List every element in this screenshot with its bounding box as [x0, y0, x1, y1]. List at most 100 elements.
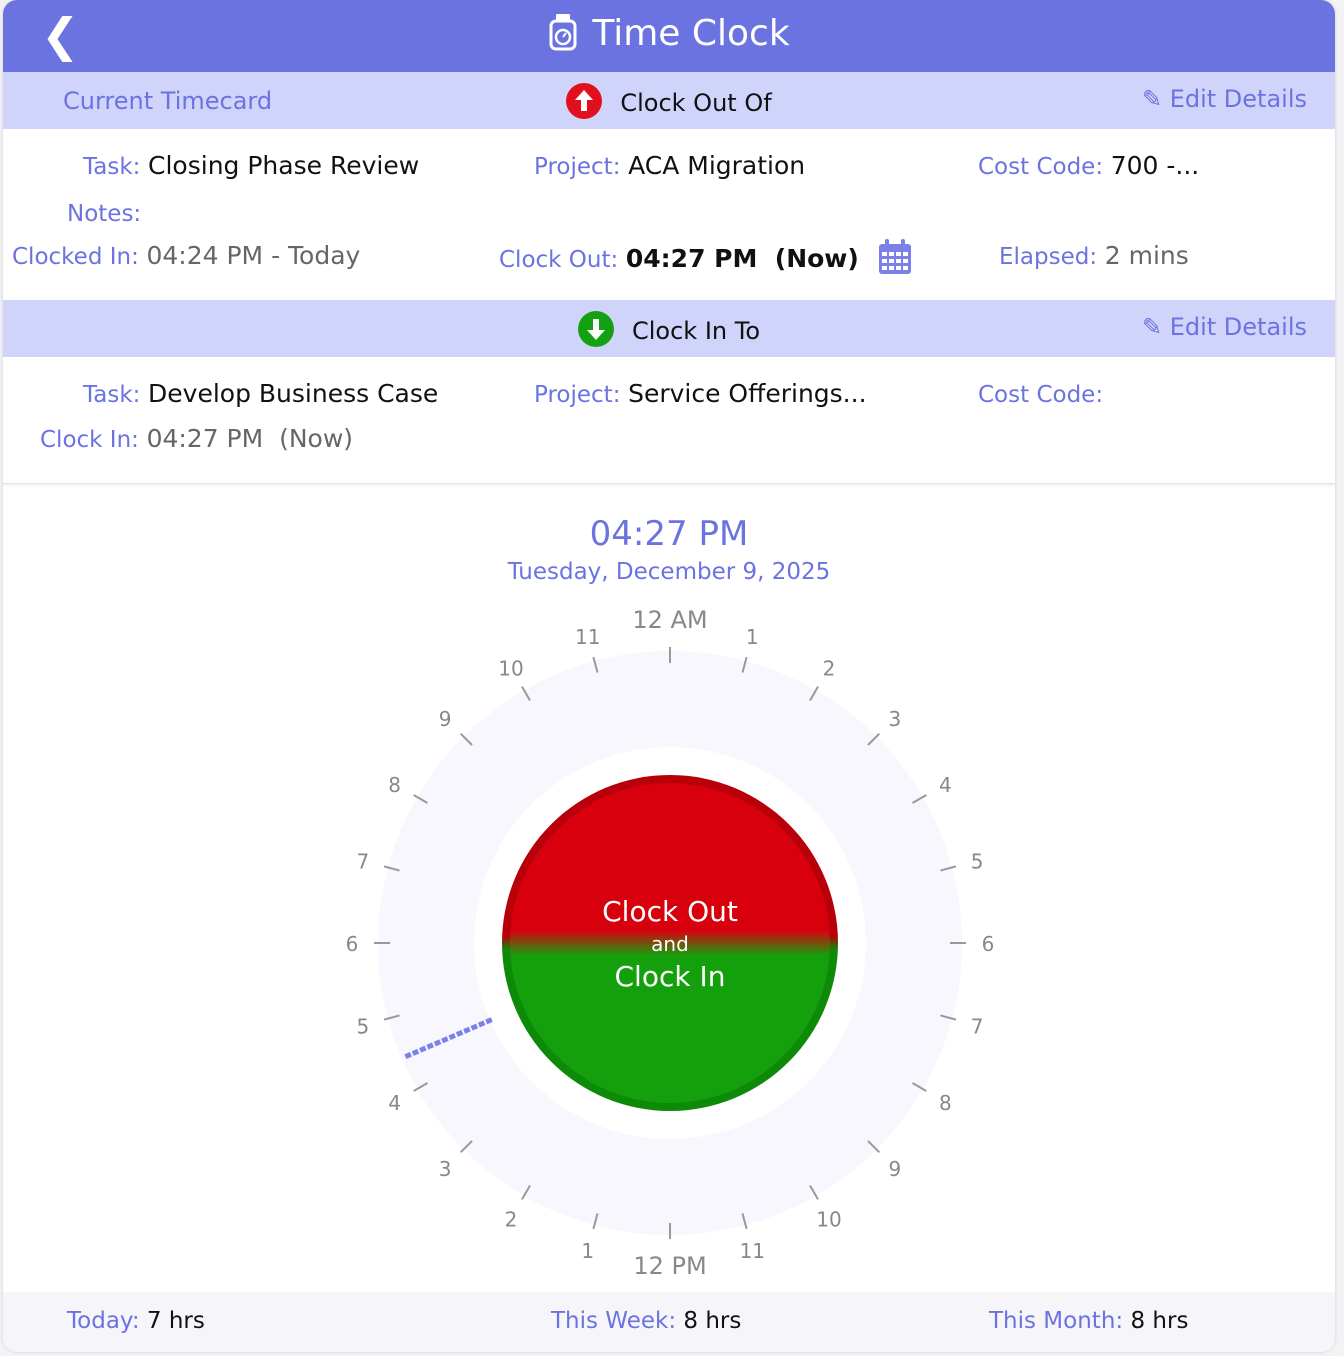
task-value: Develop Business Case: [148, 379, 439, 408]
hour-tick: [741, 1213, 748, 1230]
hour-tick: [940, 1014, 957, 1021]
month-label: This Month:: [989, 1308, 1124, 1334]
elapsed-label: Elapsed:: [999, 244, 1098, 270]
hour-label: 12 PM: [633, 1252, 706, 1280]
hour-label: 10: [816, 1207, 841, 1231]
clock-out-value: 04:27 PM (Now): [625, 244, 859, 273]
task-value: Closing Phase Review: [148, 151, 420, 180]
project-value: ACA Migration: [628, 151, 806, 180]
cost-code-label: Cost Code:: [978, 154, 1104, 180]
hour-tick: [459, 1140, 473, 1154]
hour-label: 11: [740, 1239, 765, 1263]
clock-in-label: Clock In:: [40, 427, 139, 453]
cost-code-value: 700 -...: [1110, 151, 1200, 180]
chevron-left-icon[interactable]: ❮: [41, 8, 80, 62]
edit-details-button[interactable]: ✎ Edit Details: [1142, 313, 1307, 341]
clock-out-label: Clock Out:: [499, 247, 619, 273]
hour-label: 5: [971, 850, 984, 874]
button-line-1: Clock Out: [602, 895, 738, 928]
hour-label: 4: [939, 773, 952, 797]
hour-label: 1: [581, 1239, 594, 1263]
arrow-up-circle-icon: [566, 83, 603, 119]
hour-label: 10: [498, 657, 523, 681]
hour-tick: [940, 865, 957, 872]
hour-tick: [592, 1213, 599, 1230]
clocked-in-label: Clocked In:: [12, 244, 139, 270]
clock-out-heading: Clock Out Of: [620, 89, 772, 117]
task-label: Task:: [83, 382, 141, 408]
hour-tick: [867, 1140, 881, 1154]
clock-out-details: Task: Closing Phase Review Project: ACA …: [3, 129, 1335, 300]
notes-label: Notes:: [67, 201, 142, 227]
hour-label: 11: [575, 625, 600, 649]
clock-in-value: 04:27 PM (Now): [146, 424, 354, 453]
hour-tick: [592, 656, 599, 673]
cost-code-label: Cost Code:: [978, 382, 1104, 408]
clock-dial: 12 AM 1 2 3 4 5 6 7 8 9 10 11 12 PM 1 2 3 4 5 6 7 8 9 10 11 Clo…: [346, 606, 995, 1280]
arrow-down-circle-icon: [577, 311, 614, 347]
time-clock-panel: ❮ Time Clock Current Timecard Clock Out …: [3, 0, 1335, 1352]
current-time: 04:27 PM: [589, 514, 749, 554]
task-label: Task:: [83, 154, 141, 180]
hour-label: 12 AM: [632, 606, 707, 634]
hour-label: 9: [888, 1157, 901, 1181]
clock-out-clock-in-button[interactable]: Clock Out and Clock In: [502, 775, 838, 1111]
hour-tick: [809, 686, 819, 702]
hour-label: 7: [971, 1014, 984, 1038]
hour-label: 4: [388, 1091, 401, 1115]
clocked-in-value: 04:24 PM - Today: [146, 241, 361, 270]
hour-tick: [413, 1082, 429, 1092]
stopwatch-icon: [549, 14, 577, 51]
elapsed-value: 2 mins: [1104, 241, 1189, 270]
hour-tick: [459, 732, 473, 746]
hour-tick: [383, 865, 400, 872]
hour-tick: [867, 732, 881, 746]
header: ❮ Time Clock: [3, 0, 1335, 72]
clock-in-details: Task: Develop Business Case Project: Ser…: [3, 357, 1335, 484]
hour-tick: [741, 656, 748, 673]
edit-details-label: Edit Details: [1169, 85, 1307, 113]
project-label: Project:: [534, 154, 621, 180]
today-value: 7 hrs: [146, 1308, 205, 1334]
hour-tick: [413, 794, 429, 804]
hour-label: 2: [505, 1207, 518, 1231]
week-label: This Week:: [551, 1308, 677, 1334]
project-value: Service Offerings...: [628, 379, 867, 408]
current-date: Tuesday, December 9, 2025: [507, 559, 831, 585]
hour-label: 3: [439, 1157, 452, 1181]
hour-label: 3: [888, 707, 901, 731]
title-text: Time Clock: [592, 13, 790, 54]
hour-label: 6: [982, 932, 995, 956]
hour-label: 6: [346, 932, 359, 956]
edit-details-button[interactable]: ✎ Edit Details: [1142, 85, 1307, 113]
hour-label: 1: [746, 625, 759, 649]
month-value: 8 hrs: [1130, 1308, 1189, 1334]
edit-details-label: Edit Details: [1169, 313, 1307, 341]
hour-tick: [911, 1082, 927, 1092]
hour-label: 9: [439, 707, 452, 731]
hour-tick: [383, 1014, 400, 1021]
hour-label: 8: [939, 1091, 952, 1115]
week-value: 8 hrs: [683, 1308, 742, 1334]
hour-tick: [809, 1184, 819, 1200]
button-line-3: Clock In: [615, 960, 726, 993]
calendar-icon[interactable]: [878, 239, 912, 275]
edit-icon: ✎: [1141, 85, 1163, 113]
clock-out-band: Current Timecard Clock Out Of ✎ Edit Det…: [3, 72, 1335, 129]
hour-label: 2: [823, 657, 836, 681]
hour-label: 5: [356, 1014, 369, 1038]
hour-tick: [521, 1184, 531, 1200]
hour-label: 8: [388, 773, 401, 797]
clock-area: 04:27 PM Tuesday, December 9, 2025 12 AM…: [3, 484, 1335, 1292]
today-label: Today:: [67, 1308, 140, 1334]
current-timecard-label: Current Timecard: [63, 87, 273, 115]
hour-label: 7: [356, 850, 369, 874]
project-label: Project:: [534, 382, 621, 408]
clock-in-heading: Clock In To: [631, 317, 760, 345]
clock-in-band: Clock In To ✎ Edit Details: [3, 300, 1335, 357]
hour-tick: [911, 794, 927, 804]
edit-icon: ✎: [1141, 313, 1163, 341]
hour-tick: [521, 686, 531, 702]
totals-footer: Today: 7 hrs This Week: 8 hrs This Month…: [3, 1292, 1335, 1352]
page-title: Time Clock: [3, 12, 1335, 56]
